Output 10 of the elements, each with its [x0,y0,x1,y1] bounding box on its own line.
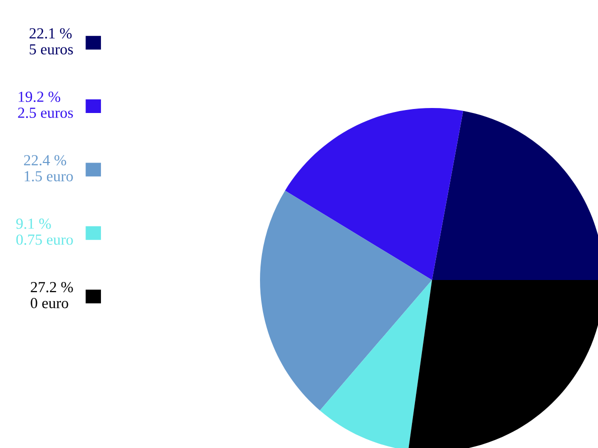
legend-label: 5 euros [30,44,73,54]
legend-label: 2.5 euros [18,108,73,118]
legend-label: 0.75 euro [16,234,73,245]
data-label: 9.1 % [16,218,51,229]
legend-label: 0 euro [30,298,68,308]
legend-label: 1.5 euro [24,171,73,182]
data-label: 22.4 % [24,155,66,166]
data-label: 19.2 % [18,92,60,102]
data-label: 22.1 % [30,28,72,39]
data-label: 27.2 % [30,282,73,292]
